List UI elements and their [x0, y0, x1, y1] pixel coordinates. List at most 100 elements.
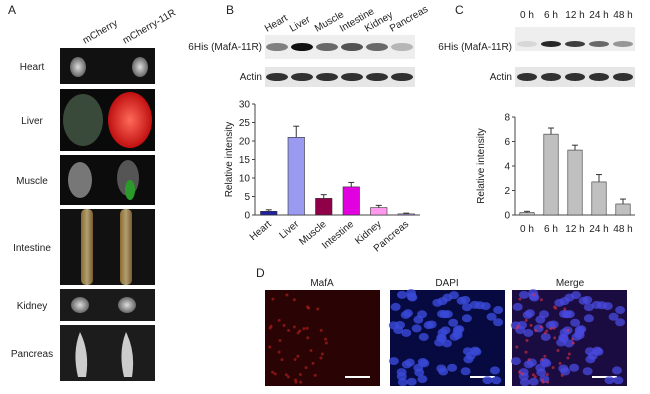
nucleus	[491, 376, 502, 385]
y-axis-label: Relative intensity	[224, 122, 235, 198]
nucleus	[396, 290, 407, 299]
nucleus	[564, 293, 575, 302]
blot-band	[266, 43, 288, 51]
signal	[518, 370, 522, 374]
signal	[309, 349, 313, 353]
nucleus	[611, 366, 622, 375]
signal	[558, 361, 562, 365]
signal	[566, 328, 570, 332]
nucleus	[442, 293, 453, 302]
signal	[545, 373, 549, 377]
nucleus	[482, 376, 493, 385]
signal	[524, 318, 528, 322]
signal	[554, 306, 558, 310]
blot-band	[291, 73, 313, 81]
nucleus	[518, 290, 529, 299]
signal	[556, 349, 560, 353]
bar	[397, 213, 415, 216]
blot-band	[316, 73, 338, 81]
nucleus	[390, 302, 401, 311]
nucleus	[418, 332, 429, 341]
nucleus	[535, 315, 546, 324]
blot-band	[366, 43, 388, 51]
blot-band	[541, 73, 561, 81]
nucleus	[486, 312, 497, 321]
x-tick-label: 48 h	[613, 224, 632, 235]
nucleus	[406, 289, 417, 298]
x-tick-label: 12 h	[565, 224, 584, 235]
nucleus	[519, 378, 530, 387]
blot-label: Actin	[240, 72, 262, 83]
signal	[316, 307, 320, 311]
y-tick-label: 0	[244, 211, 250, 222]
signal	[552, 326, 556, 330]
nucleus	[456, 296, 467, 305]
nucleus	[596, 301, 607, 310]
nucleus	[452, 331, 463, 340]
signal	[273, 372, 277, 376]
panel-letter: A	[8, 3, 16, 17]
signal	[268, 345, 272, 349]
signal	[319, 356, 323, 360]
blot-band	[517, 41, 537, 47]
signal	[553, 336, 557, 340]
y-tick-label: 30	[239, 100, 251, 111]
row-label: Heart	[20, 62, 45, 73]
nucleus	[570, 318, 581, 327]
nucleus	[388, 357, 399, 366]
nucleus	[523, 328, 534, 337]
signal	[533, 375, 537, 379]
nucleus	[582, 367, 593, 376]
blot-band	[565, 41, 585, 47]
signal	[549, 327, 553, 331]
panel-letter: B	[226, 3, 234, 17]
signal	[527, 358, 531, 362]
nucleus	[587, 351, 598, 360]
blot-label: 6His (MafA-11R)	[188, 42, 262, 53]
nucleus	[540, 332, 551, 341]
signal	[277, 350, 281, 354]
y-tick-label: 0	[504, 211, 510, 222]
nucleus	[447, 363, 458, 372]
lane-label: 6 h	[544, 10, 558, 21]
signal	[302, 327, 306, 331]
row-label: Kidney	[17, 301, 48, 312]
lane-label: 48 h	[613, 10, 632, 21]
blot-band	[366, 73, 388, 81]
nucleus	[528, 289, 539, 298]
nucleus	[613, 376, 624, 385]
signal	[292, 325, 296, 329]
signal	[520, 372, 524, 376]
y-tick-label: 20	[239, 137, 251, 148]
nucleus	[523, 360, 534, 369]
signal	[294, 380, 298, 384]
y-tick-label: 6	[504, 137, 510, 148]
signal	[292, 298, 296, 302]
signal	[540, 357, 544, 361]
nucleus	[569, 363, 580, 372]
nucleus	[465, 351, 476, 360]
nucleus	[411, 324, 422, 333]
nucleus	[524, 309, 535, 318]
lane-label: Heart	[263, 13, 290, 35]
nucleus	[583, 314, 594, 323]
signal	[271, 297, 275, 301]
signal	[307, 306, 311, 310]
blot-band	[341, 73, 363, 81]
nucleus	[604, 376, 615, 385]
row-label: Pancreas	[11, 349, 53, 360]
bar	[370, 207, 388, 216]
signal	[525, 338, 529, 342]
signal	[305, 326, 309, 330]
lane-label: 12 h	[565, 10, 584, 21]
nucleus	[401, 360, 412, 369]
nucleus	[439, 310, 450, 319]
nucleus	[417, 375, 428, 384]
nucleus	[512, 302, 523, 311]
x-tick-label: Intestine	[320, 219, 356, 252]
nucleus	[460, 367, 471, 376]
nucleus	[489, 366, 500, 375]
blot-band	[613, 73, 633, 81]
y-tick-label: 2	[504, 186, 510, 197]
bar	[543, 133, 559, 216]
